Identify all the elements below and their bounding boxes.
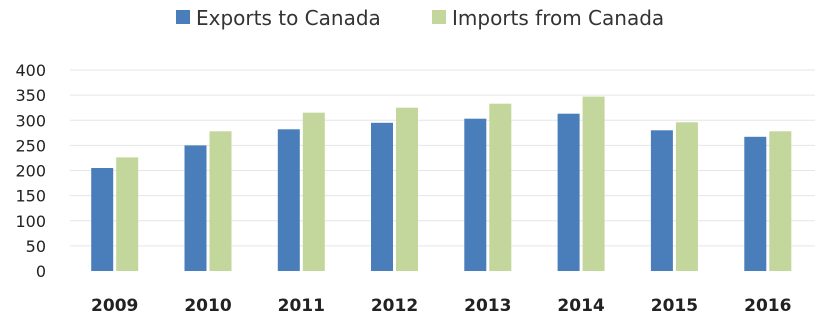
x-tick-label: 2015: [651, 296, 698, 316]
y-tick-label: 350: [15, 86, 46, 105]
legend-label-imports: Imports from Canada: [452, 6, 664, 30]
y-tick-label: 100: [15, 212, 46, 231]
gridlines: [70, 69, 815, 247]
bar-exports-2012: [371, 122, 393, 271]
bar-imports-2009: [116, 157, 139, 271]
y-tick-label: 50: [26, 237, 46, 256]
x-axis-tick-labels: 2009 2010 2011 2012 2013 2014 2015 2016: [91, 296, 791, 316]
x-tick-label: 2013: [464, 296, 511, 316]
bar-imports-2016: [769, 131, 792, 271]
y-tick-label: 400: [15, 61, 46, 80]
x-tick-label: 2009: [91, 296, 138, 316]
y-tick-label: 150: [15, 187, 46, 206]
bar-imports-2011: [302, 112, 325, 271]
x-tick-label: 2014: [557, 296, 604, 316]
bar-exports-2014: [557, 113, 580, 271]
bar-imports-2015: [675, 122, 698, 271]
y-tick-label: 300: [15, 111, 46, 130]
bar-imports-2013: [489, 103, 512, 271]
bar-exports-2013: [464, 118, 487, 271]
legend-swatch-exports: [176, 10, 190, 24]
bar-exports-2010: [184, 145, 207, 271]
x-tick-label: 2010: [184, 296, 231, 316]
x-tick-label: 2016: [744, 296, 791, 316]
y-axis-tick-labels: 0 50 100 150 200 250 300 350 400: [15, 61, 46, 281]
bar-exports-2009: [91, 168, 114, 271]
bar-exports-2011: [277, 129, 300, 271]
y-tick-label: 250: [15, 136, 46, 155]
y-tick-label: 0: [36, 262, 46, 281]
bars: [91, 96, 792, 271]
x-tick-label: 2011: [278, 296, 325, 316]
bar-imports-2014: [582, 96, 605, 271]
legend: Exports to Canada Imports from Canada: [176, 6, 664, 30]
bar-imports-2012: [396, 107, 418, 271]
legend-swatch-imports: [432, 10, 446, 24]
legend-label-exports: Exports to Canada: [196, 6, 381, 30]
bar-imports-2010: [209, 131, 232, 271]
y-tick-label: 200: [15, 162, 46, 181]
bar-exports-2016: [744, 136, 767, 271]
bar-exports-2015: [650, 130, 673, 271]
x-tick-label: 2012: [371, 296, 418, 316]
